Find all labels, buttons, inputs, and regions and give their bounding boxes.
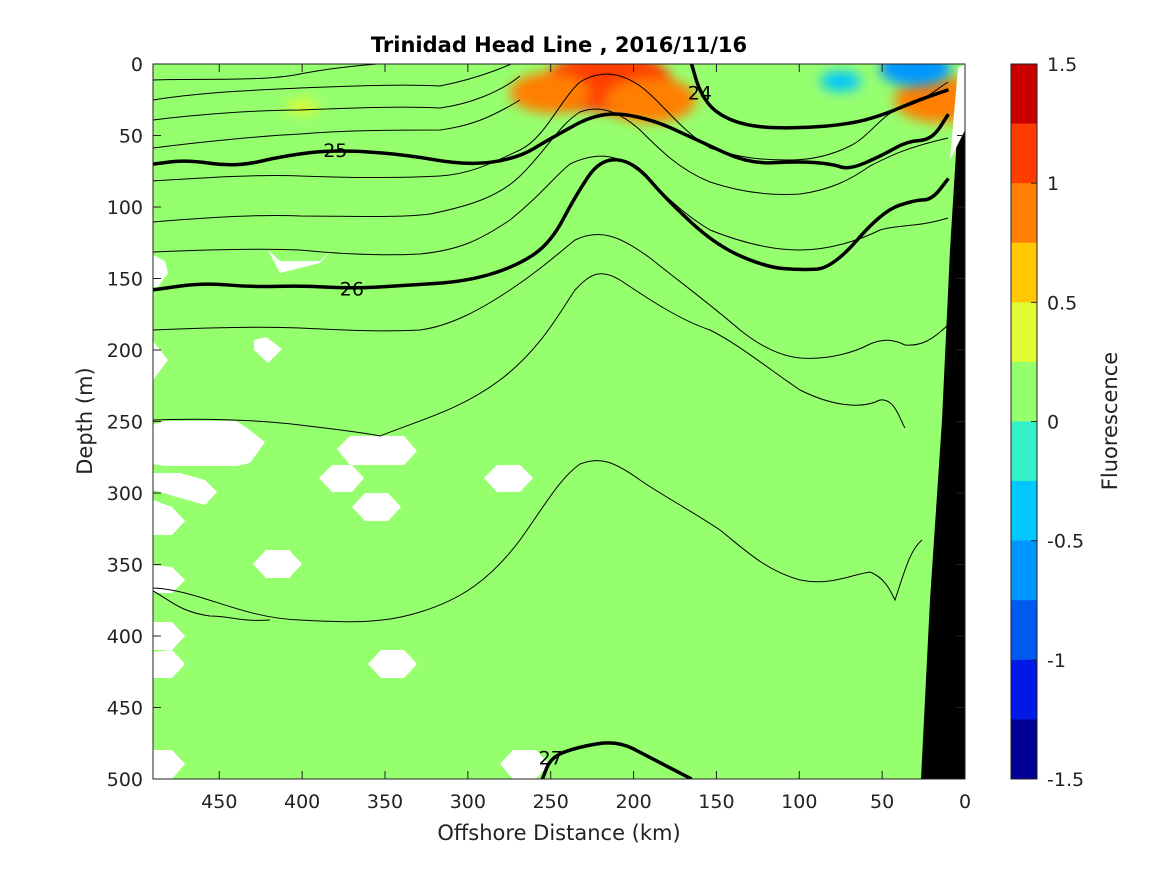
fluorescence-patch: [604, 76, 697, 123]
fluorescence-patch: [755, 116, 777, 127]
x-tick-label: 300: [450, 791, 486, 813]
colorbar-label: Fluorescence: [1098, 352, 1122, 490]
x-tick-label: 350: [367, 791, 403, 813]
contour-label: 26: [340, 279, 364, 301]
colorbar-segment: [1011, 64, 1037, 125]
y-tick-label: 0: [131, 54, 143, 76]
y-tick-label: 200: [107, 340, 143, 362]
colorbar-segment: [1011, 361, 1037, 422]
x-tick-label: 50: [870, 791, 894, 813]
x-tick-label: 400: [284, 791, 320, 813]
colorbar-segment: [1011, 540, 1037, 601]
contour-24: [689, 64, 949, 130]
colorbar-tick-label: 1: [1047, 173, 1059, 195]
fluorescence-patch: [820, 70, 862, 92]
y-tick-label: 300: [107, 483, 143, 505]
y-tick-label: 450: [107, 698, 143, 720]
y-tick-label: 150: [107, 269, 143, 291]
colorbar-segment: [1011, 302, 1037, 363]
labeled-density-contours: 24 25 26 27: [153, 64, 950, 779]
x-tick-label: 150: [698, 791, 734, 813]
fluorescence-patch: [509, 72, 592, 113]
chart-title: Trinidad Head Line , 2016/11/16: [371, 33, 747, 57]
no-data-gaps: [153, 250, 549, 779]
x-tick-label: 450: [201, 791, 237, 813]
fluorescence-patches: [286, 64, 965, 127]
colorbar-segment: [1011, 421, 1037, 482]
x-tick-label: 0: [959, 791, 971, 813]
contour-label: 24: [688, 83, 712, 105]
x-tick-label: 100: [781, 791, 817, 813]
y-tick-label: 400: [107, 626, 143, 648]
x-axis: 450 400 350 300 250 200 150 100 50 0: [201, 64, 971, 813]
plot-area: 24 25 26 27: [153, 64, 965, 779]
fluorescence-background-field: [153, 64, 965, 779]
colorbar-tick-label: -0.5: [1047, 531, 1084, 553]
contour-26: [153, 158, 950, 292]
y-tick-label: 250: [107, 412, 143, 434]
y-axis-label: Depth (m): [73, 367, 97, 474]
contour-25: [153, 112, 950, 170]
colorbar-segment: [1011, 481, 1037, 542]
seafloor-topography: [921, 64, 965, 779]
colorbar-segment: [1011, 123, 1037, 184]
colorbar-segment: [1011, 659, 1037, 720]
colorbar-segment: [1011, 600, 1037, 661]
y-tick-label: 100: [107, 197, 143, 219]
fluorescence-patch: [879, 64, 951, 87]
colorbar-tick-label: 1.5: [1047, 54, 1077, 76]
y-tick-label: 350: [107, 555, 143, 577]
y-axis: 0 50 100 150 200 250 300 350 400 450 500: [107, 54, 965, 791]
colorbar-segment: [1011, 183, 1037, 244]
colorbar-tick-label: 0.5: [1047, 292, 1077, 314]
thin-density-contours: [153, 64, 949, 623]
x-tick-label: 250: [533, 791, 569, 813]
colorbar-segment: [1011, 242, 1037, 303]
y-tick-label: 50: [119, 126, 143, 148]
colorbar-tick-label: -1: [1047, 650, 1066, 672]
colorbar-tick-label: -1.5: [1047, 769, 1084, 791]
fluorescence-patch: [286, 99, 318, 115]
contour-27: [540, 741, 693, 779]
colorbar-tick-label: 0: [1047, 412, 1059, 434]
y-tick-label: 500: [107, 769, 143, 791]
x-tick-label: 200: [615, 791, 651, 813]
colorbar: 1.5 1 0.5 0 -0.5 -1 -1.5: [1010, 54, 1084, 791]
colorbar-segment: [1011, 719, 1037, 780]
contour-label: 25: [323, 140, 347, 162]
x-axis-label: Offshore Distance (km): [437, 821, 680, 845]
contour-label: 27: [539, 748, 563, 770]
